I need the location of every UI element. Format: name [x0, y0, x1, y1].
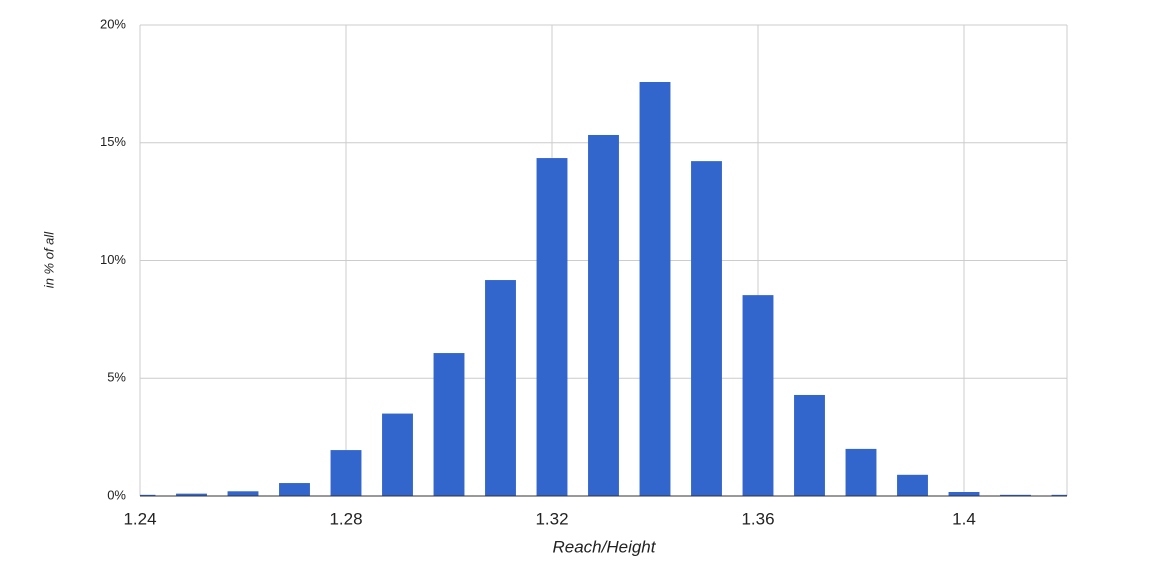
y-tick-label: 20% — [100, 16, 126, 31]
bar — [227, 491, 259, 496]
y-axis-label: in % of all — [41, 231, 56, 288]
x-tick-label: 1.4 — [952, 509, 976, 528]
bar — [1051, 494, 1067, 496]
bar — [1000, 494, 1031, 496]
bar — [176, 493, 207, 496]
bar — [536, 158, 568, 496]
y-tick-label: 15% — [100, 134, 126, 149]
x-axis-label: Reach/Height — [552, 537, 656, 556]
x-tick-label: 1.28 — [329, 509, 362, 528]
bar — [588, 134, 619, 496]
bar — [485, 280, 516, 496]
bar — [794, 394, 825, 496]
bar — [742, 295, 774, 496]
bar — [330, 450, 362, 496]
x-tick-label: 1.36 — [741, 509, 774, 528]
bar — [382, 413, 413, 496]
y-tick-label: 5% — [107, 370, 126, 385]
x-tick-label: 1.32 — [535, 509, 568, 528]
y-tick-label: 0% — [107, 487, 126, 502]
bar — [639, 81, 671, 496]
bar — [897, 474, 928, 496]
y-tick-label: 10% — [100, 252, 126, 267]
bar — [691, 161, 722, 496]
bar — [433, 353, 465, 496]
bar — [948, 491, 980, 496]
bar — [845, 448, 877, 496]
bars — [140, 81, 1067, 496]
bar — [140, 494, 156, 496]
bar — [279, 483, 310, 496]
x-tick-label: 1.24 — [123, 509, 156, 528]
